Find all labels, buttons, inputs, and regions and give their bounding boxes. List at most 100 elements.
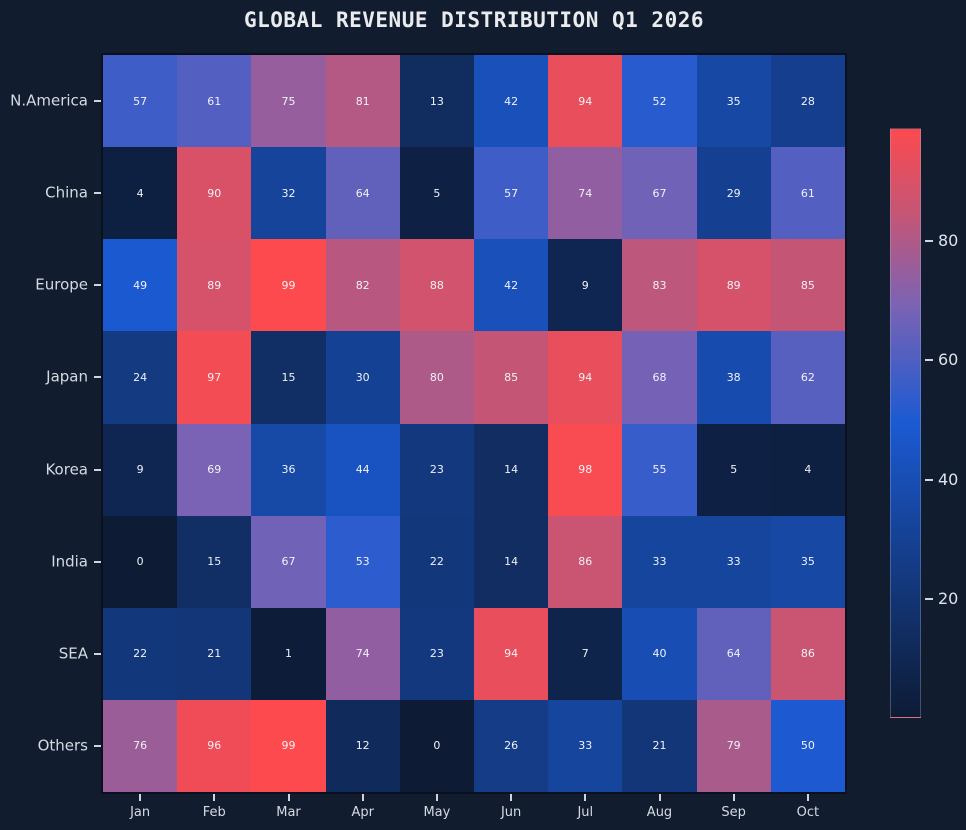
heatmap-cell-india-feb: 15 [177,515,252,608]
heatmap-cell-japan-aug: 68 [622,331,697,424]
heatmap-cell-others-sep: 79 [696,699,771,792]
x-axis-label-jul: Jul [577,805,594,820]
heatmap-cell-korea-jun: 14 [473,423,549,516]
y-axis-label-india: India [51,552,88,571]
heatmap-cell-others-jul: 33 [548,699,623,792]
heatmap-cell-india-sep: 33 [696,515,771,608]
heatmap-cell-sea-apr: 74 [325,607,400,700]
x-tick-jun [510,794,513,801]
colorbar-tick-label-80: 80 [938,231,959,251]
x-tick-feb [213,794,216,801]
y-tick-china [94,192,101,195]
heatmap-cell-others-may: 0 [399,699,474,792]
heatmap-cell-china-apr: 64 [325,147,400,240]
heatmap-cell-china-jan: 4 [103,147,178,240]
heatmap-cell-n-america-mar: 75 [251,55,326,148]
y-axis-label-others: Others [37,736,88,755]
heatmap-cell-india-jan: 0 [103,515,178,608]
heatmap-cell-n-america-feb: 61 [177,55,252,148]
x-tick-oct [806,794,809,801]
y-tick-n-america [94,100,101,103]
heatmap-cell-korea-feb: 69 [177,423,252,516]
heatmap-cell-korea-sep: 5 [696,423,771,516]
x-tick-jul [584,794,587,801]
heatmap-cell-india-jun: 14 [473,515,549,608]
colorbar [890,128,921,718]
x-tick-jan [139,794,142,801]
heatmap-cell-korea-apr: 44 [325,423,400,516]
x-tick-may [435,794,438,801]
heatmap-cell-n-america-oct: 28 [770,55,845,148]
heatmap-cell-europe-jan: 49 [103,239,178,332]
heatmap-cell-japan-feb: 97 [177,331,252,424]
heatmap-cell-korea-mar: 36 [251,423,326,516]
heatmap-cell-japan-jun: 85 [473,331,549,424]
x-axis-label-jan: Jan [130,805,151,820]
heatmap-cell-others-mar: 99 [251,699,326,792]
heatmap-cell-japan-sep: 38 [696,331,771,424]
heatmap-cell-india-mar: 67 [251,515,326,608]
heatmap-cell-sea-may: 23 [399,607,474,700]
y-axis-label-korea: Korea [45,460,88,479]
colorbar-tick-40 [925,478,933,481]
heatmap-cell-india-apr: 53 [325,515,400,608]
heatmap-cell-china-mar: 32 [251,147,326,240]
heatmap-cell-europe-feb: 89 [177,239,252,332]
heatmap-cell-japan-oct: 62 [770,331,845,424]
colorbar-tick-60 [925,359,933,362]
heatmap-cell-india-oct: 35 [770,515,845,608]
heatmap-cell-europe-jun: 42 [473,239,549,332]
heatmap-cell-japan-jan: 24 [103,331,178,424]
heatmap-cell-n-america-jul: 94 [548,55,623,148]
heatmap-cell-india-may: 22 [399,515,474,608]
heatmap-cell-korea-jan: 9 [103,423,178,516]
x-axis-label-mar: Mar [276,805,301,820]
colorbar-tick-label-60: 60 [938,350,959,370]
heatmap-cell-china-aug: 67 [622,147,697,240]
y-axis-label-china: China [45,183,88,202]
heatmap-cell-others-feb: 96 [177,699,252,792]
heatmap-cell-china-sep: 29 [696,147,771,240]
y-tick-europe [94,284,101,287]
heatmap-cell-others-aug: 21 [622,699,697,792]
heatmap-cell-india-aug: 33 [622,515,697,608]
heatmap-cell-korea-may: 23 [399,423,474,516]
y-tick-japan [94,376,101,379]
heatmap-cell-japan-apr: 30 [325,331,400,424]
heatmap-cell-china-feb: 90 [177,147,252,240]
x-axis-label-sep: Sep [721,805,746,820]
y-tick-korea [94,468,101,471]
colorbar-tick-20 [925,597,933,600]
heatmap-cell-n-america-sep: 35 [696,55,771,148]
y-axis-label-n-america: N.America [10,91,88,110]
heatmap-cell-sea-oct: 86 [770,607,845,700]
heatmap-cell-china-jul: 74 [548,147,623,240]
heatmap-cell-japan-mar: 15 [251,331,326,424]
heatmap-cell-china-oct: 61 [770,147,845,240]
heatmap-cell-europe-oct: 85 [770,239,845,332]
y-axis-label-europe: Europe [35,275,88,294]
heatmap-cell-europe-mar: 99 [251,239,326,332]
heatmap-cell-others-jun: 26 [473,699,549,792]
heatmap-cell-others-jan: 76 [103,699,178,792]
heatmap-cell-n-america-jan: 57 [103,55,178,148]
heatmap-cell-europe-jul: 9 [548,239,623,332]
heatmap-cell-sea-jan: 22 [103,607,178,700]
x-tick-mar [287,794,290,801]
heatmap-cell-japan-jul: 94 [548,331,623,424]
heatmap-cell-sea-feb: 21 [177,607,252,700]
heatmap-cell-n-america-aug: 52 [622,55,697,148]
heatmap-cell-europe-aug: 83 [622,239,697,332]
heatmap-cell-sea-aug: 40 [622,607,697,700]
x-axis-label-jun: Jun [500,805,522,820]
heatmap-cell-europe-may: 88 [399,239,474,332]
x-axis-label-oct: Oct [796,805,820,820]
heatmap-cell-china-may: 5 [399,147,474,240]
y-tick-others [94,744,101,747]
heatmap-plot-area: 57 61 75 81 13 42 94 52 35 28 4 90 32 64 5 57 74 67 29 61 49… [101,53,847,794]
x-axis-label-feb: Feb [202,805,226,820]
heatmap-cell-korea-jul: 98 [548,423,623,516]
heatmap-cell-sea-sep: 64 [696,607,771,700]
chart-title: GLOBAL REVENUE DISTRIBUTION Q1 2026 [243,8,704,32]
